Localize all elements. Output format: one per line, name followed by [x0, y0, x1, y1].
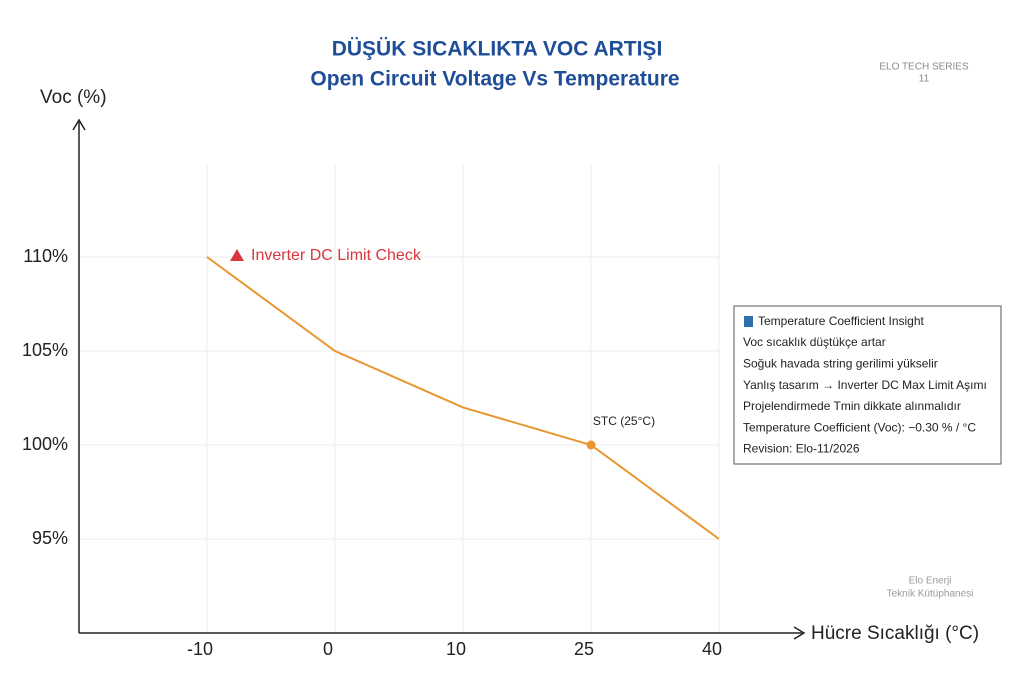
x-axis-label: Hücre Sıcaklığı (°C) — [811, 623, 979, 644]
footer-line: Teknik Kütüphanesi — [887, 589, 974, 600]
x-tick-label: 0 — [323, 639, 333, 659]
insight-line: Revision: Elo-11/2026 — [743, 442, 860, 456]
x-tick-label: 25 — [574, 639, 594, 659]
insight-line: Voc sıcaklık düştükçe artar — [743, 335, 886, 349]
insight-line: Soğuk havada string gerilimi yükselir — [743, 356, 938, 370]
y-tick-label: 110% — [23, 246, 68, 266]
insight-line: Projelendirmede Tmin dikkate alınmalıdır — [743, 399, 961, 413]
x-tick-label: -10 — [187, 639, 213, 659]
series-number: 11 — [919, 74, 930, 85]
grid — [79, 163, 720, 633]
book-icon — [744, 316, 753, 327]
footer-line: Elo Enerji — [909, 576, 952, 587]
series-label: ELO TECH SERIES — [879, 62, 969, 73]
insight-line: Temperature Coefficient (Voc): −0.30 % /… — [743, 420, 976, 434]
warning-annotation: Inverter DC Limit Check — [251, 247, 422, 264]
point-annotation: STC (25°C) — [593, 414, 655, 428]
chart-subtitle: Open Circuit Voltage Vs Temperature — [310, 68, 679, 91]
insight-title: Temperature Coefficient Insight — [758, 314, 925, 328]
warning-icon — [230, 249, 244, 261]
insight-box — [733, 305, 1002, 465]
data-line — [206, 256, 720, 540]
x-tick-label: 10 — [446, 639, 466, 659]
y-tick-label: 100% — [22, 434, 68, 454]
chart-title: DÜŞÜK SICAKLIKTA VOC ARTIŞI — [332, 38, 663, 61]
y-tick-label: 95% — [32, 528, 68, 548]
highlight-point — [586, 440, 596, 450]
y-axis-label: Voc (%) — [40, 87, 107, 108]
y-axis-arrow — [72, 118, 86, 131]
y-tick-label: 105% — [22, 340, 68, 360]
insight-line: Yanlış tasarım → Inverter DC Max Limit A… — [743, 378, 987, 392]
x-tick-label: 40 — [702, 639, 722, 659]
x-axis-arrow — [793, 626, 806, 640]
